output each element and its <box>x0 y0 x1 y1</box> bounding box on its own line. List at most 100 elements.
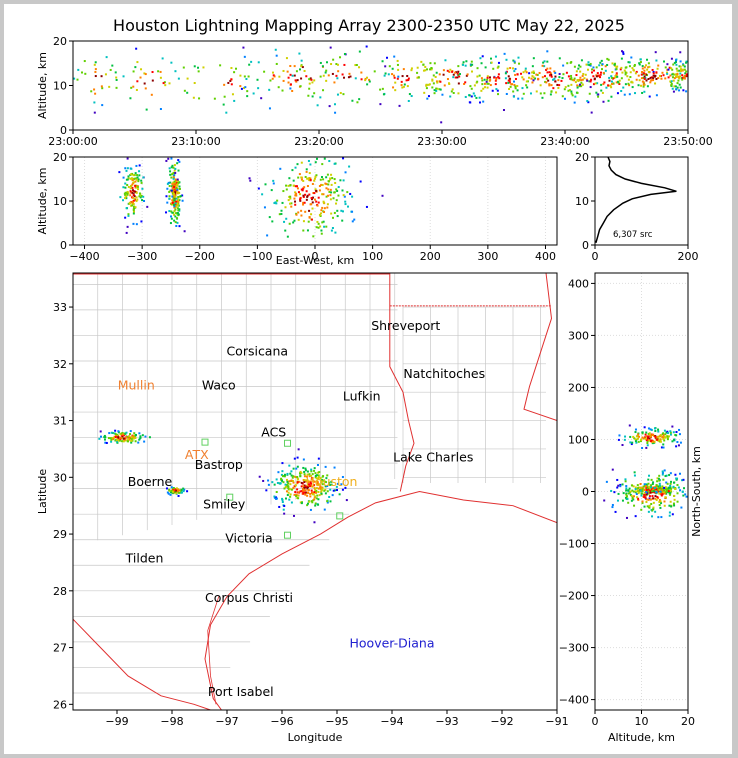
map-source-point <box>290 470 293 473</box>
map-source-point <box>317 457 320 460</box>
time-altitude-point <box>649 81 652 84</box>
time-altitude-point <box>354 64 357 67</box>
east-west-point <box>142 195 145 198</box>
time-altitude-point <box>186 77 189 80</box>
north-south-point <box>631 441 634 444</box>
east-west-point <box>351 220 354 223</box>
time-altitude-point <box>438 73 441 76</box>
time-altitude-point <box>679 70 682 73</box>
east-west-point <box>173 205 176 208</box>
time-altitude-point <box>658 74 661 77</box>
east-west-point <box>310 203 313 206</box>
east-west-point <box>170 176 173 179</box>
north-south-point <box>619 483 622 486</box>
time-altitude-point <box>630 80 633 83</box>
time-altitude-point <box>685 90 688 93</box>
latitude-tick-label: 31 <box>53 415 67 428</box>
city-label: ATX <box>185 447 209 462</box>
map-source-point <box>121 433 124 436</box>
map-source-point <box>103 436 106 439</box>
east-west-point <box>323 207 326 210</box>
north-south-point <box>643 505 646 508</box>
time-altitude-point <box>448 71 451 74</box>
time-altitude-point <box>592 83 595 86</box>
north-south-point <box>650 478 653 481</box>
time-altitude-point <box>492 67 495 70</box>
time-tick-label: 23:00:00 <box>48 135 97 148</box>
time-altitude-point <box>541 76 544 79</box>
east-west-point <box>326 194 329 197</box>
map-source-point <box>119 432 122 435</box>
map-source-point <box>124 432 127 435</box>
time-altitude-point <box>578 64 581 67</box>
north-south-point <box>657 428 660 431</box>
east-west-point <box>326 173 329 176</box>
time-altitude-point <box>469 85 472 88</box>
east-west-point <box>288 177 291 180</box>
time-altitude-point <box>293 74 296 77</box>
time-altitude-point <box>553 77 556 80</box>
east-west-point <box>126 192 129 195</box>
east-west-point <box>365 205 368 208</box>
north-south-point <box>639 483 642 486</box>
map-source-point <box>119 437 122 440</box>
time-altitude-point <box>554 80 557 83</box>
north-south-point <box>672 438 675 441</box>
map-source-point <box>128 435 131 438</box>
time-altitude-point <box>532 70 535 73</box>
map-source-point <box>302 458 305 461</box>
east-west-point <box>132 193 135 196</box>
time-altitude-point <box>337 70 340 73</box>
time-altitude-point <box>676 82 679 85</box>
north-south-point <box>666 430 669 433</box>
map-source-point <box>273 483 276 486</box>
map-source-point <box>317 503 320 506</box>
altitude-tick-label: 10 <box>635 715 649 728</box>
east-west-point <box>170 202 173 205</box>
time-altitude-point <box>606 63 609 66</box>
map-source-point <box>329 488 332 491</box>
map-source-point <box>328 483 331 486</box>
map-frame <box>72 272 558 711</box>
time-altitude-point <box>528 72 531 75</box>
time-altitude-point <box>637 74 640 77</box>
time-altitude-point <box>642 72 645 75</box>
north-south-point <box>653 434 656 437</box>
time-altitude-point <box>516 84 519 87</box>
north-south-point <box>627 501 630 504</box>
east-west-point <box>178 185 181 188</box>
histogram-tick-label: 200 <box>678 250 699 263</box>
map-source-point <box>115 435 118 438</box>
east-west-point <box>171 164 174 167</box>
time-altitude-point <box>332 58 335 61</box>
east-west-point <box>173 182 176 185</box>
north-south-point <box>664 475 667 478</box>
east-west-point <box>304 175 307 178</box>
time-altitude-point <box>192 96 195 99</box>
north-south-point <box>662 432 665 435</box>
time-altitude-point <box>504 77 507 80</box>
time-altitude-point <box>140 68 143 71</box>
time-altitude-point <box>681 78 684 81</box>
east-west-point <box>178 225 181 228</box>
north-south-point <box>648 438 651 441</box>
north-south-point <box>661 493 664 496</box>
east-west-point <box>177 202 180 205</box>
map-source-point <box>285 478 288 481</box>
east-west-point <box>176 199 179 202</box>
time-altitude-point <box>476 75 479 78</box>
map-source-point <box>114 436 117 439</box>
time-altitude-point <box>512 59 515 62</box>
time-altitude-point <box>543 75 546 78</box>
time-altitude-point <box>682 64 685 67</box>
east-west-point <box>177 209 180 212</box>
time-altitude-point <box>457 74 460 77</box>
time-altitude-point <box>650 79 653 82</box>
map-source-point <box>303 491 306 494</box>
time-altitude-point <box>497 73 500 76</box>
east-west-point <box>333 178 336 181</box>
east-west-point <box>134 206 137 209</box>
time-altitude-point <box>479 101 482 104</box>
time-altitude-point <box>388 65 391 68</box>
map-source-point <box>328 495 331 498</box>
